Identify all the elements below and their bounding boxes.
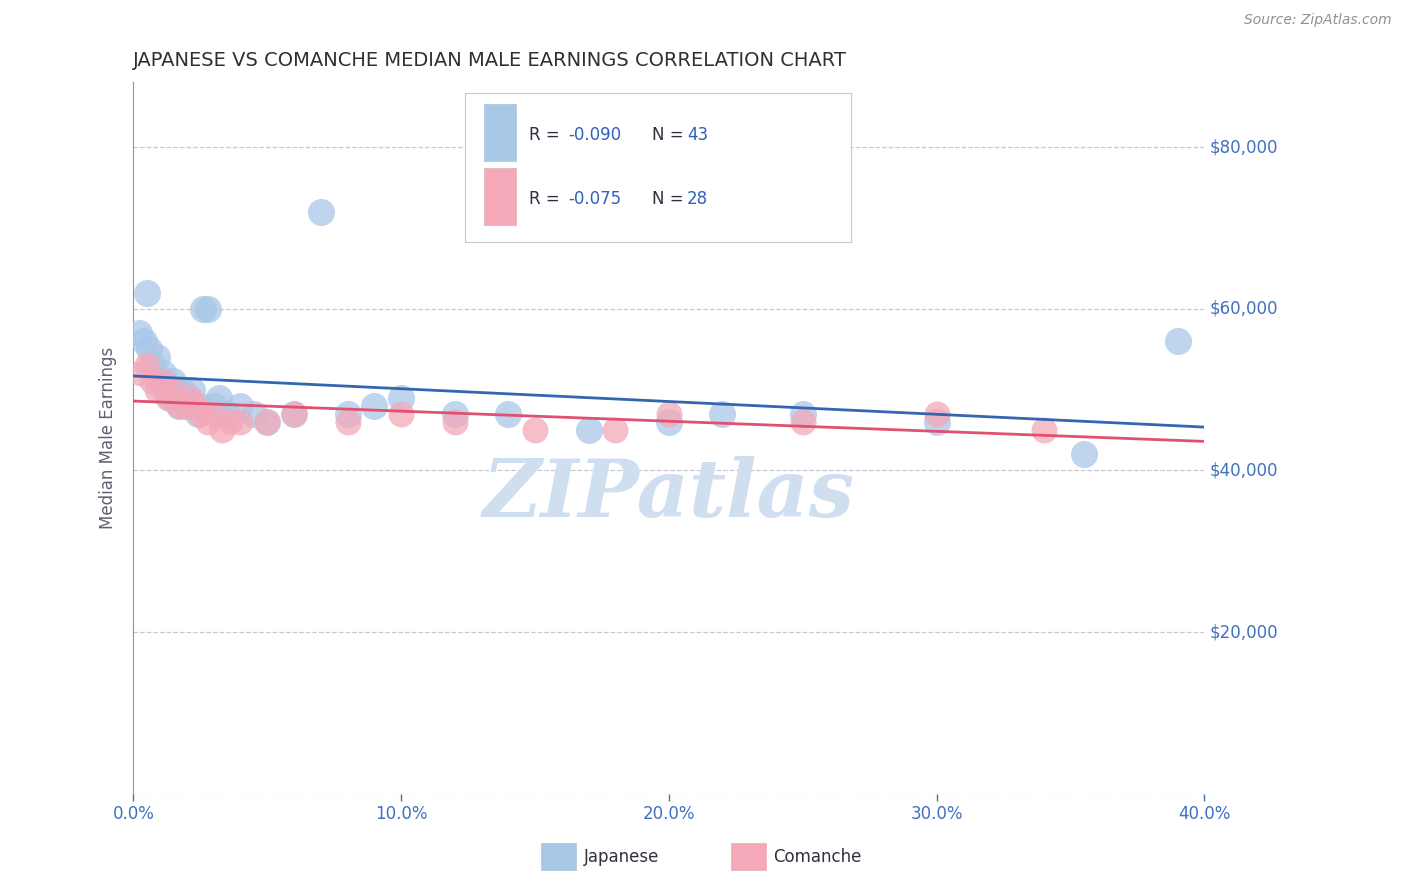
Point xyxy=(229,415,252,429)
Point xyxy=(184,399,207,413)
Point xyxy=(792,407,814,421)
Point xyxy=(173,399,195,413)
Point xyxy=(167,399,190,413)
Point xyxy=(179,391,201,405)
Point xyxy=(243,407,266,421)
Text: ZIPatlas: ZIPatlas xyxy=(482,456,855,533)
Point xyxy=(363,399,385,413)
Point xyxy=(128,326,150,340)
Text: $80,000: $80,000 xyxy=(1209,138,1278,156)
Text: JAPANESE VS COMANCHE MEDIAN MALE EARNINGS CORRELATION CHART: JAPANESE VS COMANCHE MEDIAN MALE EARNING… xyxy=(134,51,848,70)
Point xyxy=(146,350,169,364)
Point xyxy=(141,358,163,372)
Text: -0.075: -0.075 xyxy=(568,190,621,208)
Point xyxy=(1032,423,1054,437)
Point xyxy=(149,375,172,389)
FancyBboxPatch shape xyxy=(484,168,516,225)
Point xyxy=(578,423,600,437)
Point xyxy=(135,358,157,372)
Point xyxy=(496,407,519,421)
Point xyxy=(157,391,180,405)
FancyBboxPatch shape xyxy=(465,93,851,243)
Point xyxy=(211,423,233,437)
Point xyxy=(188,399,211,413)
Point xyxy=(159,391,181,405)
Point xyxy=(524,423,547,437)
Text: Source: ZipAtlas.com: Source: ZipAtlas.com xyxy=(1244,13,1392,28)
Point xyxy=(1073,447,1095,461)
Text: Comanche: Comanche xyxy=(773,848,862,866)
Text: N =: N = xyxy=(652,126,689,144)
Text: $20,000: $20,000 xyxy=(1209,623,1278,641)
Point xyxy=(131,367,153,381)
Point xyxy=(165,383,187,397)
Text: Japanese: Japanese xyxy=(583,848,659,866)
Point xyxy=(215,407,238,421)
Point xyxy=(389,391,412,405)
Point xyxy=(283,407,305,421)
Point xyxy=(202,399,225,413)
Point xyxy=(143,367,166,381)
Point xyxy=(711,407,734,421)
Point xyxy=(443,415,465,429)
Point xyxy=(1167,334,1189,348)
Text: $40,000: $40,000 xyxy=(1209,461,1278,479)
Text: R =: R = xyxy=(529,190,565,208)
Point xyxy=(132,334,155,348)
Point xyxy=(197,301,219,316)
Point xyxy=(141,375,163,389)
Point xyxy=(389,407,412,421)
Text: R =: R = xyxy=(529,126,565,144)
Text: N =: N = xyxy=(652,190,689,208)
Point xyxy=(181,383,204,397)
Point xyxy=(152,367,174,381)
Text: 28: 28 xyxy=(688,190,709,208)
Text: -0.090: -0.090 xyxy=(568,126,621,144)
Point xyxy=(162,375,184,389)
Y-axis label: Median Male Earnings: Median Male Earnings xyxy=(100,347,117,529)
Point xyxy=(336,407,359,421)
Point xyxy=(157,383,180,397)
Point xyxy=(208,391,231,405)
Point xyxy=(135,285,157,300)
Point xyxy=(197,415,219,429)
Point xyxy=(309,204,332,219)
Point xyxy=(925,415,948,429)
Point xyxy=(146,383,169,397)
Point xyxy=(256,415,278,429)
Point xyxy=(443,407,465,421)
Point xyxy=(336,415,359,429)
Point xyxy=(229,399,252,413)
Point xyxy=(283,407,305,421)
Point xyxy=(162,383,184,397)
Point xyxy=(188,407,211,421)
Point xyxy=(152,375,174,389)
Point xyxy=(658,407,681,421)
Point xyxy=(138,342,160,356)
Text: $60,000: $60,000 xyxy=(1209,300,1278,318)
Point xyxy=(170,383,193,397)
Point xyxy=(167,399,190,413)
Point xyxy=(155,383,177,397)
Text: 43: 43 xyxy=(688,126,709,144)
Point xyxy=(187,407,209,421)
Point xyxy=(925,407,948,421)
Point xyxy=(191,301,214,316)
Point xyxy=(202,407,225,421)
Point xyxy=(173,391,195,405)
Point xyxy=(218,415,240,429)
Point xyxy=(605,423,627,437)
Point xyxy=(256,415,278,429)
Point xyxy=(658,415,681,429)
Point xyxy=(176,399,198,413)
Point xyxy=(792,415,814,429)
FancyBboxPatch shape xyxy=(484,103,516,161)
